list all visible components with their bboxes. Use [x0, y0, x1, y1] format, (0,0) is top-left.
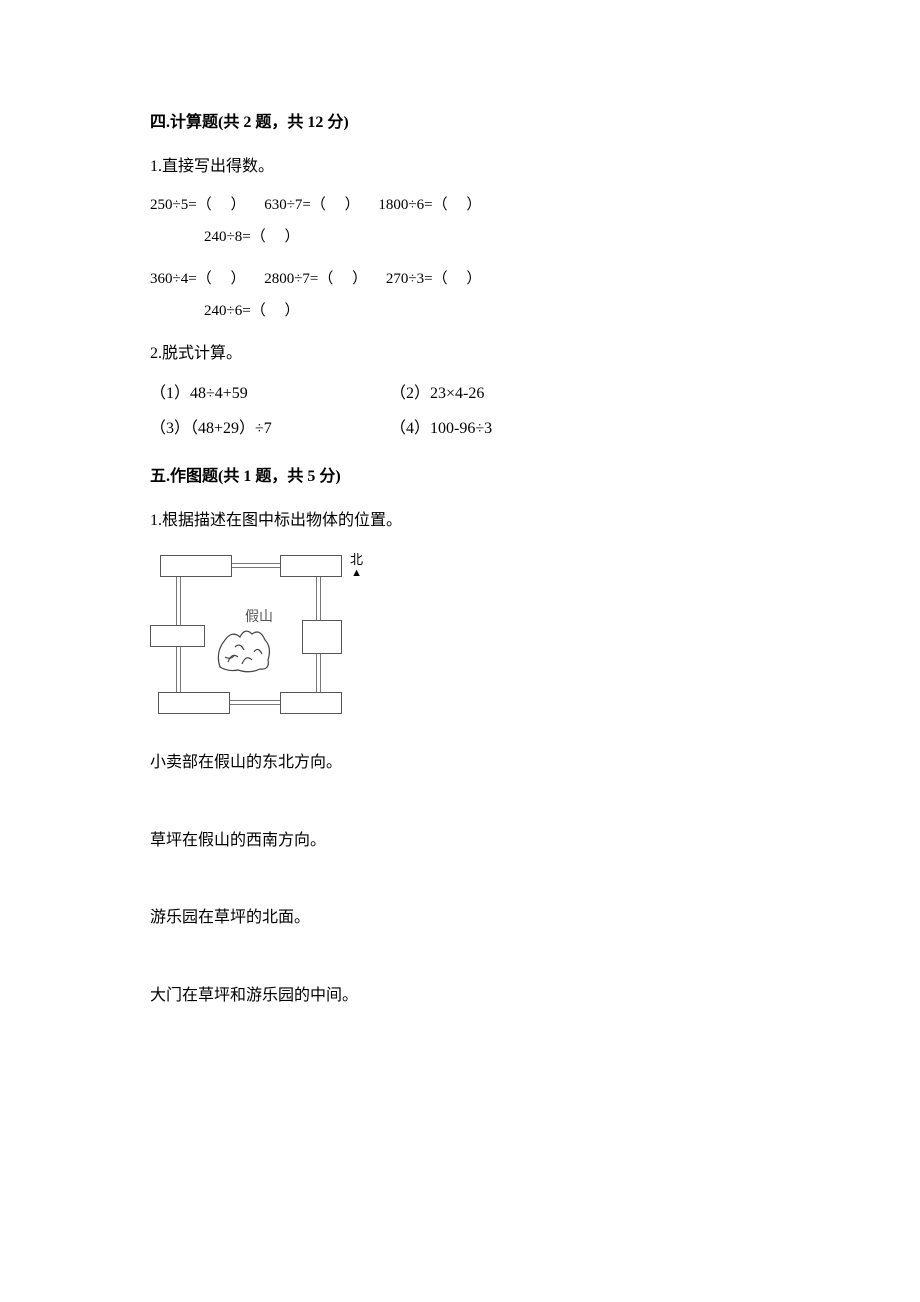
calc-row-1: 250÷5=（ ） 630÷7=（ ） 1800÷6=（ ） — [150, 193, 770, 217]
question-1: 1.直接写出得数。 250÷5=（ ） 630÷7=（ ） 1800÷6=（ ）… — [150, 154, 770, 324]
question-2-prompt: 2.脱式计算。 — [150, 341, 770, 367]
expr-3: （3）（48+29）÷7 — [150, 416, 390, 442]
connector-left-bottom — [180, 647, 181, 692]
box-top-right — [280, 555, 342, 577]
expr-row-2: （3）（48+29）÷7 （4）100-96÷3 — [150, 416, 770, 442]
section-title-draw: 五.作图题(共 1 题，共 5 分) — [150, 464, 770, 490]
expr-4: （4）100-96÷3 — [390, 416, 492, 442]
statement-1: 小卖部在假山的东北方向。 — [150, 750, 770, 776]
calc-row-2: 360÷4=（ ） 2800÷7=（ ） 270÷3=（ ） — [150, 267, 770, 291]
question-1-prompt: 1.直接写出得数。 — [150, 154, 770, 180]
calc-row-2b: 240÷6=（ ） — [150, 299, 770, 323]
connector-top — [232, 567, 280, 568]
connector-left-top — [180, 577, 181, 625]
box-mid-right — [302, 620, 342, 654]
statement-2: 草坪在假山的西南方向。 — [150, 828, 770, 854]
section-title-calc: 四.计算题(共 2 题，共 12 分) — [150, 110, 770, 136]
expr-1: （1）48÷4+59 — [150, 381, 390, 407]
connector-right-bottom — [320, 654, 321, 692]
calc-row-1b: 240÷8=（ ） — [150, 225, 770, 249]
statement-3: 游乐园在草坪的北面。 — [150, 905, 770, 931]
connector-bottom — [230, 704, 280, 705]
box-top-left — [160, 555, 232, 577]
box-mid-left — [150, 625, 205, 647]
expr-2: （2）23×4-26 — [390, 381, 484, 407]
north-arrow-icon: ▲ — [350, 567, 363, 579]
connector-right-top — [320, 577, 321, 620]
north-indicator: 北 ▲ — [350, 553, 363, 579]
north-text: 北 — [350, 553, 363, 567]
question-2: 2.脱式计算。 （1）48÷4+59 （2）23×4-26 （3）（48+29）… — [150, 341, 770, 442]
box-bottom-left — [158, 692, 230, 714]
diagram: 假山 北 ▲ — [150, 547, 365, 722]
box-bottom-right — [280, 692, 342, 714]
expr-row-1: （1）48÷4+59 （2）23×4-26 — [150, 381, 770, 407]
rock-icon — [210, 622, 282, 677]
statement-4: 大门在草坪和游乐园的中间。 — [150, 983, 770, 1009]
draw-prompt: 1.根据描述在图中标出物体的位置。 — [150, 508, 770, 534]
